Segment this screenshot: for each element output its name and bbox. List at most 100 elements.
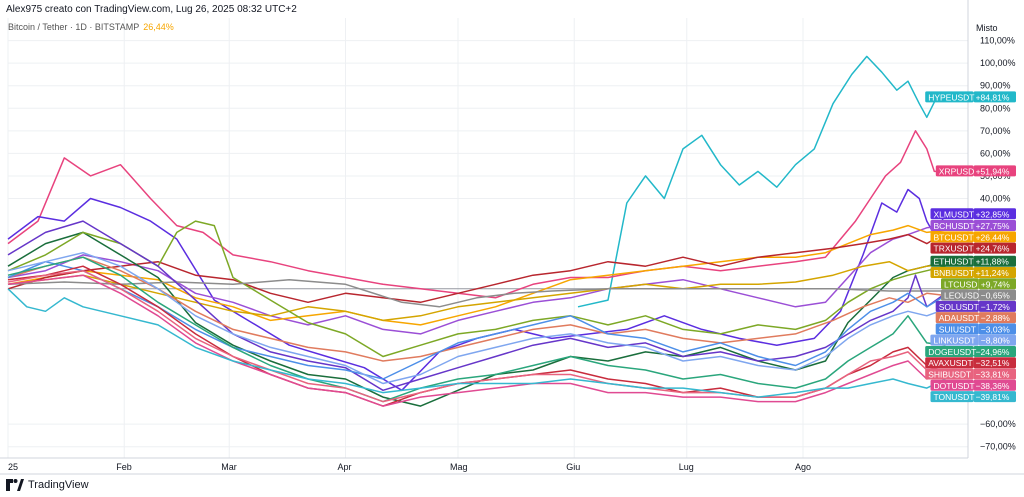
- series-line-suiusdt: [7, 260, 946, 380]
- label-name-bg-hypeusdt: [925, 91, 974, 103]
- tradingview-logo-icon: [6, 479, 24, 491]
- label-name-tonusdt: TONUSDT: [934, 392, 975, 402]
- label-value-solusdt: −1,72%: [981, 302, 1011, 312]
- label-name-bg-dotusdt: [930, 379, 974, 391]
- label-value-ethusdt: +11,88%: [976, 257, 1010, 267]
- scale-mode-label[interactable]: Misto: [976, 23, 998, 33]
- label-name-adausdt: ADAUSDT: [939, 313, 980, 323]
- label-value-bg-tonusdt: [973, 391, 1016, 403]
- y-tick-label-2: 90,00%: [980, 81, 1011, 91]
- label-name-bg-tonusdt: [930, 391, 974, 403]
- label-value-hypeusdt: +84,81%: [976, 92, 1010, 102]
- series-line-ethusdt: [7, 231, 946, 407]
- label-name-solusdt: SOLUSDT: [939, 302, 979, 312]
- label-value-bg-solusdt: [978, 300, 1016, 312]
- label-value-bg-xlmusdt: [973, 208, 1016, 220]
- label-name-bg-xlmusdt: [930, 208, 974, 220]
- label-name-bg-xrpusd: [935, 165, 974, 177]
- series-line-ltcusd: [7, 220, 946, 358]
- label-name-hypeusdt: HYPEUSDT: [928, 92, 974, 102]
- y-tick-label-0: 110,00%: [980, 36, 1015, 46]
- label-value-bg-xrpusd: [973, 165, 1016, 177]
- label-name-ethusdt: ETHUSDT: [934, 257, 974, 267]
- label-value-dogeusdt: −24,96%: [976, 347, 1010, 357]
- label-value-bnbusdt: +11,24%: [976, 268, 1010, 278]
- symbol-change: 26,44%: [143, 22, 174, 32]
- label-name-bg-ethusdt: [930, 255, 974, 267]
- label-value-bg-dotusdt: [973, 379, 1016, 391]
- label-value-bg-btcusdt: [973, 231, 1016, 243]
- footer-brand[interactable]: TradingView: [6, 478, 206, 494]
- label-value-adausdt: −2,88%: [981, 313, 1011, 323]
- symbol-name: Bitcoin / Tether · 1D · BITSTAMP: [8, 22, 140, 32]
- top-bar: Alex975 creato con TradingView.com, Lug …: [0, 0, 1024, 20]
- label-name-avaxusdt: AVAXUSDT: [928, 358, 973, 368]
- label-value-bg-shibusdt: [973, 368, 1016, 380]
- label-name-linkusdt: LINKUSDT: [933, 336, 975, 346]
- label-name-xlmusdt: XLMUSDT: [934, 209, 975, 219]
- label-name-xrpusd: XRPUSD: [939, 166, 974, 176]
- x-tick-label-1: Feb: [116, 462, 132, 472]
- label-name-ltcusd: LTCUSD: [944, 279, 977, 289]
- label-value-bg-ethusdt: [973, 255, 1016, 267]
- x-tick-label-0: 25: [8, 462, 18, 472]
- label-name-dotusdt: DOTUSDT: [934, 381, 975, 391]
- label-value-bg-adausdt: [978, 312, 1016, 324]
- label-value-linkusdt: −8,80%: [981, 336, 1011, 346]
- label-name-trxusdt: TRXUSDT: [934, 244, 974, 254]
- label-name-bg-avaxusdt: [925, 357, 974, 369]
- x-tick-label-6: Lug: [679, 462, 694, 472]
- label-name-dogeusdt: DOGEUSDT: [928, 347, 976, 357]
- label-name-bg-trxusdt: [930, 242, 974, 254]
- series-line-tonusdt: [7, 288, 946, 398]
- label-value-tonusdt: −39,81%: [976, 392, 1010, 402]
- series-line-bnbusdt: [7, 260, 946, 322]
- label-value-leousd: −0,65%: [981, 291, 1011, 301]
- label-value-bg-leousd: [978, 289, 1016, 301]
- footer-brand-name: TradingView: [28, 479, 89, 491]
- series-line-shibusdt: [7, 269, 946, 403]
- x-tick-label-5: Giu: [566, 462, 580, 472]
- label-name-bg-leousd: [941, 289, 979, 301]
- label-name-shibusdt: SHIBUSDT: [928, 370, 971, 380]
- label-value-bg-ltcusd: [978, 278, 1016, 290]
- y-tick-label-5: 60,00%: [980, 148, 1011, 158]
- label-value-trxusdt: +24,76%: [976, 244, 1010, 254]
- label-name-bg-ltcusd: [941, 278, 979, 290]
- label-value-bchusdt: +27,75%: [976, 221, 1010, 231]
- label-value-bg-bnbusdt: [973, 266, 1016, 278]
- y-tick-label-3: 80,00%: [980, 103, 1011, 113]
- label-name-bnbusdt: BNBUSDT: [934, 268, 975, 278]
- y-tick-label-9: −70,00%: [980, 442, 1016, 452]
- y-tick-label-7: 40,00%: [980, 194, 1011, 204]
- series-line-trxusdt: [7, 231, 946, 304]
- label-value-dotusdt: −38,36%: [976, 381, 1010, 391]
- series-line-adausdt: [7, 256, 946, 362]
- label-value-bg-linkusdt: [978, 334, 1016, 346]
- label-value-bg-bchusdt: [973, 220, 1016, 232]
- series-line-leousd: [7, 278, 946, 308]
- series-line-bchusdt: [7, 224, 946, 335]
- label-name-bg-suiusdt: [935, 323, 979, 335]
- symbol-legend[interactable]: Bitcoin / Tether · 1D · BITSTAMP 26,44%: [8, 22, 174, 32]
- label-value-bg-avaxusdt: [973, 357, 1016, 369]
- label-name-bchusdt: BCHUSDT: [934, 221, 975, 231]
- label-value-suiusdt: −3,03%: [981, 324, 1011, 334]
- label-value-shibusdt: −33,81%: [976, 370, 1010, 380]
- label-value-bg-trxusdt: [973, 242, 1016, 254]
- series-line-xlmusdt: [7, 188, 947, 392]
- label-name-bg-bnbusdt: [930, 266, 974, 278]
- label-name-bg-dogeusdt: [925, 345, 974, 357]
- y-tick-label-1: 100,00%: [980, 58, 1016, 68]
- label-name-bg-bchusdt: [930, 220, 974, 232]
- label-name-bg-solusdt: [935, 300, 979, 312]
- series-line-linkusdt: [7, 251, 946, 385]
- y-tick-label-8: −60,00%: [980, 419, 1016, 429]
- label-value-bg-dogeusdt: [973, 345, 1016, 357]
- x-tick-label-2: Mar: [221, 462, 237, 472]
- label-value-bg-hypeusdt: [973, 91, 1016, 103]
- label-name-bg-btcusdt: [930, 231, 974, 243]
- credit-text: Alex975 creato con TradingView.com, Lug …: [6, 4, 297, 15]
- label-name-bg-linkusdt: [930, 334, 979, 346]
